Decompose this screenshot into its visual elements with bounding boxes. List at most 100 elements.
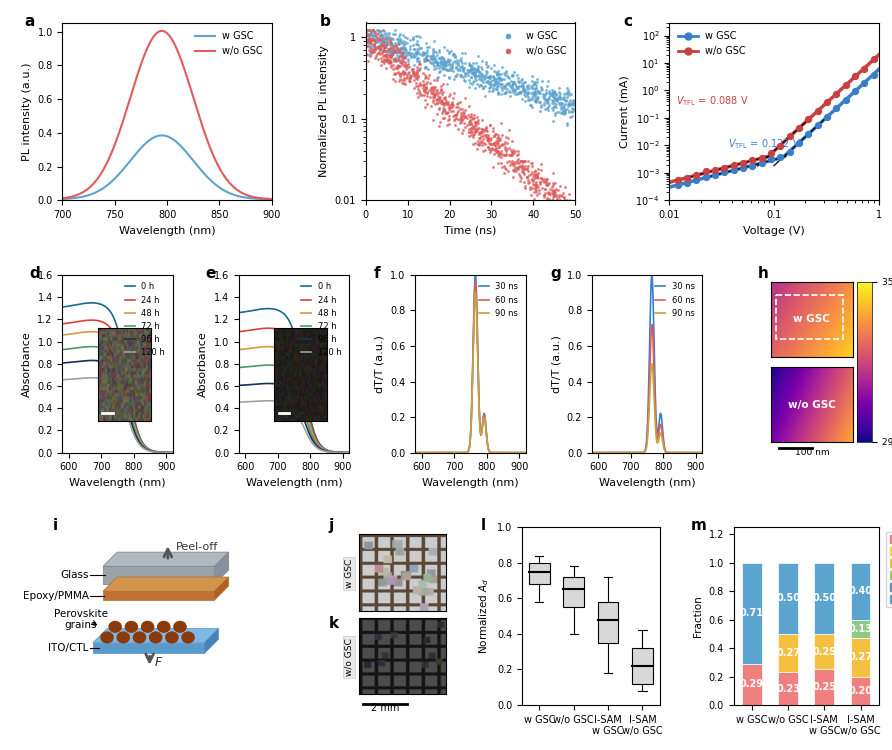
Y-axis label: PL intensity (a.u.): PL intensity (a.u.) [21, 62, 32, 160]
Point [464, 107, 478, 119]
Point [392, 34, 406, 46]
Point [449, 100, 463, 112]
Point [418, 52, 433, 64]
Point [406, 40, 420, 52]
120 h [168, 448, 178, 457]
Point [538, 183, 552, 195]
Point [562, 99, 576, 111]
Point [462, 125, 476, 137]
Point [427, 53, 442, 64]
Point [427, 74, 442, 86]
Point [538, 187, 552, 199]
Point [464, 62, 478, 74]
120 h [263, 396, 274, 405]
Point [376, 28, 391, 40]
Point [388, 25, 402, 37]
30 ns [480, 413, 491, 422]
Point [439, 56, 453, 68]
Point [544, 199, 558, 211]
Point [409, 87, 424, 99]
Point [498, 69, 512, 81]
Point [361, 49, 376, 61]
Point [811, 119, 825, 131]
Point [550, 94, 565, 106]
Point [547, 101, 561, 113]
Point [359, 48, 374, 60]
Point [510, 82, 524, 94]
Point [395, 77, 409, 89]
90 ns [446, 448, 457, 457]
Point [420, 49, 434, 61]
Point [361, 44, 376, 56]
Point [486, 138, 500, 150]
30 ns [666, 448, 677, 457]
Point [538, 183, 552, 195]
Point [374, 59, 388, 71]
Point [545, 94, 559, 106]
30 ns [470, 271, 481, 280]
Point [423, 50, 437, 62]
Point [520, 89, 534, 101]
Point [363, 34, 377, 46]
Point [442, 91, 456, 103]
Y-axis label: Absorbance: Absorbance [198, 331, 208, 397]
Point [409, 46, 423, 58]
Point [458, 92, 472, 104]
Point [388, 53, 402, 65]
Point [456, 65, 470, 77]
Point [478, 123, 492, 135]
Point [458, 111, 472, 123]
Point [560, 117, 574, 129]
Line: 120 h: 120 h [62, 378, 173, 452]
Point [495, 129, 509, 141]
Line: 48 h: 48 h [62, 332, 173, 452]
Bar [814, 634, 834, 670]
Point [482, 140, 496, 152]
Point [450, 107, 464, 119]
Point [493, 139, 508, 151]
Point [407, 68, 421, 80]
Point [493, 117, 508, 129]
Point [545, 194, 559, 206]
Point [473, 128, 487, 140]
Point [431, 70, 445, 82]
Point [545, 200, 559, 211]
Point [422, 69, 436, 81]
Point [409, 52, 424, 64]
Point [473, 139, 487, 151]
Point [398, 58, 412, 70]
Point [487, 80, 501, 92]
Point [539, 94, 553, 106]
Point [471, 114, 485, 126]
Point [367, 27, 381, 39]
Point [445, 48, 459, 60]
Point [532, 87, 546, 99]
Point [499, 131, 513, 143]
Point [480, 66, 494, 78]
Point [446, 110, 460, 122]
Point [364, 46, 378, 58]
Point [525, 82, 540, 94]
Text: 0.50: 0.50 [776, 593, 800, 603]
Point [378, 50, 392, 62]
30 ns [623, 448, 633, 457]
Point [410, 83, 425, 95]
w/o GSC [209, 152, 219, 161]
Point [396, 55, 410, 67]
Point [438, 60, 452, 72]
Point [565, 105, 579, 117]
Point [456, 109, 470, 121]
Point [396, 65, 410, 77]
Point [387, 55, 401, 67]
Point [529, 88, 543, 101]
Point [489, 142, 503, 154]
Point [533, 164, 548, 176]
Point [562, 98, 576, 110]
Point [848, 70, 863, 82]
Point [504, 79, 518, 91]
Bar [564, 577, 584, 608]
Point [475, 74, 490, 86]
Point [524, 99, 538, 111]
Text: 0.40: 0.40 [848, 586, 872, 596]
24 h [123, 389, 134, 398]
